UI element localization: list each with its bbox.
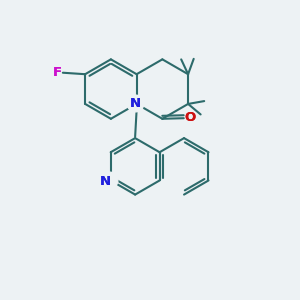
Text: N: N	[100, 175, 111, 188]
Text: N: N	[130, 97, 141, 110]
Text: O: O	[185, 111, 196, 124]
Text: O: O	[185, 111, 196, 124]
Text: F: F	[53, 66, 62, 79]
Text: N: N	[100, 175, 111, 188]
Text: N: N	[100, 175, 111, 188]
Text: N: N	[130, 97, 141, 110]
Text: F: F	[53, 66, 62, 79]
